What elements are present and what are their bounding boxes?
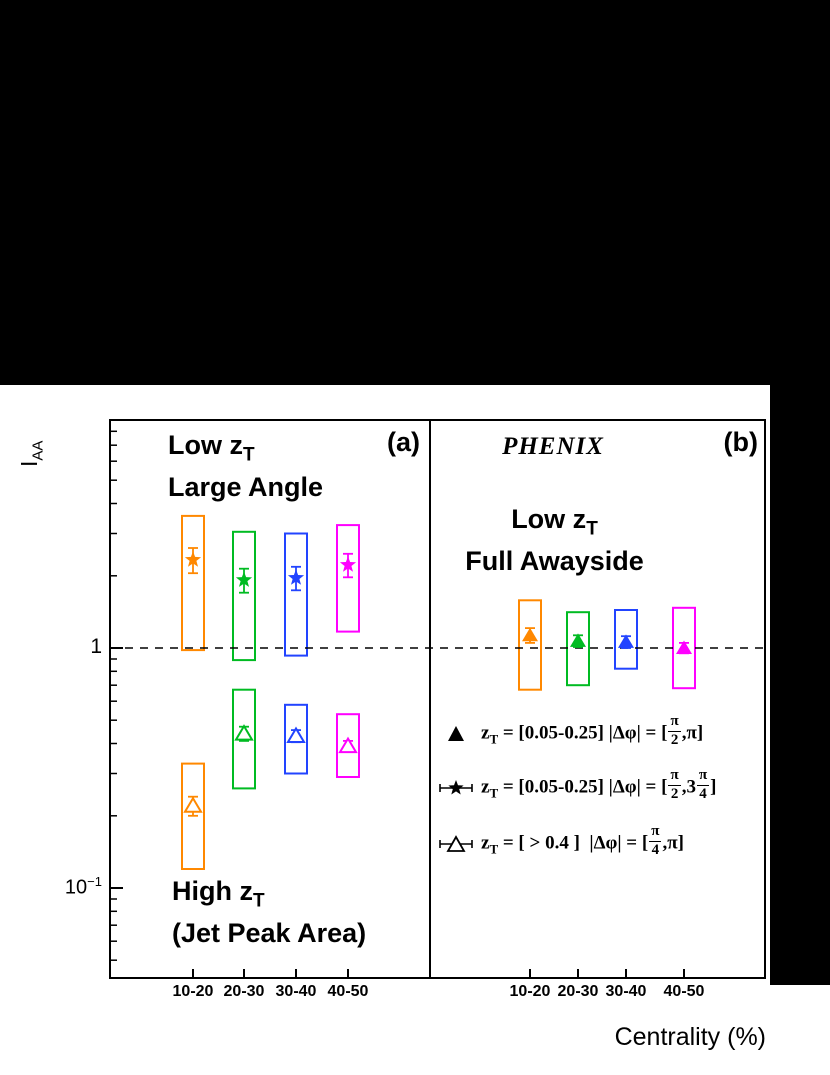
sys-uncertainty-box: [284, 703, 308, 775]
legend-text: zT = [0.05-0.25] |Δφ| = [π 2,3 π 4]: [481, 767, 717, 802]
data-point: [338, 736, 358, 754]
annotation-text: (Jet Peak Area): [172, 918, 367, 949]
y-axis-title: IAA: [16, 441, 47, 467]
data-point: [287, 565, 305, 592]
annotation-sub: T: [243, 444, 255, 466]
y-tick-label-0.1: 10−1: [52, 874, 102, 900]
open-triangle-marker: [286, 726, 306, 743]
data-point: [234, 724, 254, 742]
open-triangle-marker: [234, 724, 254, 741]
filled-triangle-marker: [618, 634, 634, 648]
annotation-text: Large Angle: [168, 472, 324, 503]
plot-frame: [109, 419, 766, 979]
sys-uncertainty-box: [518, 599, 542, 691]
experiment-label: PHENIX: [502, 433, 604, 460]
star-marker: [339, 556, 357, 572]
y-tick-label-1: 1: [90, 635, 102, 658]
sys-uncertainty-box: [336, 713, 360, 779]
data-point: [184, 547, 202, 575]
data-point: [522, 627, 538, 644]
filled-triangle-marker: [676, 640, 692, 654]
annotation-sub: T: [253, 890, 265, 912]
star-marker: [184, 551, 202, 567]
figure-canvas: IAA 1 10−1 (a) (b) Low zT Large Angle PH…: [0, 385, 770, 1075]
sys-uncertainty-box: [181, 762, 205, 871]
x-tick-label-b-40-50: 40-50: [663, 983, 705, 1000]
star-with-error-bars-icon: [439, 780, 473, 795]
legend-item-open-triangle: zT = [ > 0.4 ] |Δφ| = [π 4 ,π]: [438, 823, 684, 862]
annotation-low-zt-large-angle: Low zT Large Angle: [168, 429, 323, 503]
x-axis-title: Centrality (%): [614, 1023, 766, 1051]
open-triangle-marker: [338, 736, 358, 754]
data-point: [570, 633, 586, 648]
y-axis-title-sub: AA: [29, 440, 47, 461]
x-tick-label-a-10-20: 10-20: [172, 983, 214, 1000]
data-point: [286, 726, 306, 744]
plot-area: [109, 419, 766, 979]
open-triangle-with-error-bars-icon: [439, 835, 473, 853]
sys-uncertainty-box: [181, 514, 205, 652]
panel-a-label: (a): [387, 427, 420, 457]
sys-uncertainty-box: [232, 530, 256, 662]
data-point: [618, 634, 634, 649]
x-tick-label-a-20-30: 20-30: [223, 983, 265, 1000]
legend-text: zT = [ > 0.4 ] |Δφ| = [π 4 ,π]: [481, 823, 684, 858]
filled-triangle-marker: [522, 627, 538, 642]
panel-b-label: (b): [723, 427, 758, 457]
x-tick-label-b-30-40: 30-40: [605, 983, 647, 1000]
y-tick-base: 10: [64, 876, 88, 899]
annotation-high-zt-jet-peak: High zT (Jet Peak Area): [172, 875, 366, 949]
star-marker: [235, 571, 253, 587]
annotation-text: Full Awayside: [465, 546, 644, 577]
annotation-text: Low z: [168, 430, 243, 460]
x-tick-label-b-10-20: 10-20: [509, 983, 551, 1000]
x-tick-label-a-30-40: 30-40: [275, 983, 317, 1000]
data-point: [676, 640, 692, 655]
sys-uncertainty-box: [614, 609, 638, 670]
sys-uncertainty-box: [336, 524, 360, 633]
filled-triangle-marker: [570, 633, 586, 647]
open-triangle-marker: [183, 796, 203, 813]
data-point: [235, 567, 253, 594]
sys-uncertainty-box: [284, 532, 308, 657]
data-point: [183, 795, 203, 817]
legend-text: zT = [0.05-0.25] |Δφ| = [π 2 ,π]: [481, 713, 704, 748]
data-point: [339, 552, 357, 579]
annotation-sub: T: [586, 518, 598, 540]
y-tick-exponent: −1: [87, 874, 102, 889]
star-marker: [287, 569, 305, 585]
annotation-text: Low z: [511, 504, 587, 534]
annotation-low-zt-full-awayside: Low zT Full Awayside: [452, 503, 657, 577]
x-tick-label-b-20-30: 20-30: [557, 983, 599, 1000]
sys-uncertainty-box: [232, 688, 256, 790]
legend-item-filled-triangle: zT = [0.05-0.25] |Δφ| = [π 2 ,π]: [438, 713, 704, 752]
filled-triangle-icon: [448, 726, 464, 742]
y-axis-title-main: I: [16, 460, 42, 467]
legend-item-star: zT = [0.05-0.25] |Δφ| = [π 2,3 π 4]: [438, 767, 717, 806]
canvas-bottom-extension: [770, 985, 830, 1075]
x-tick-label-a-40-50: 40-50: [327, 983, 369, 1000]
annotation-text: High z: [172, 876, 253, 906]
